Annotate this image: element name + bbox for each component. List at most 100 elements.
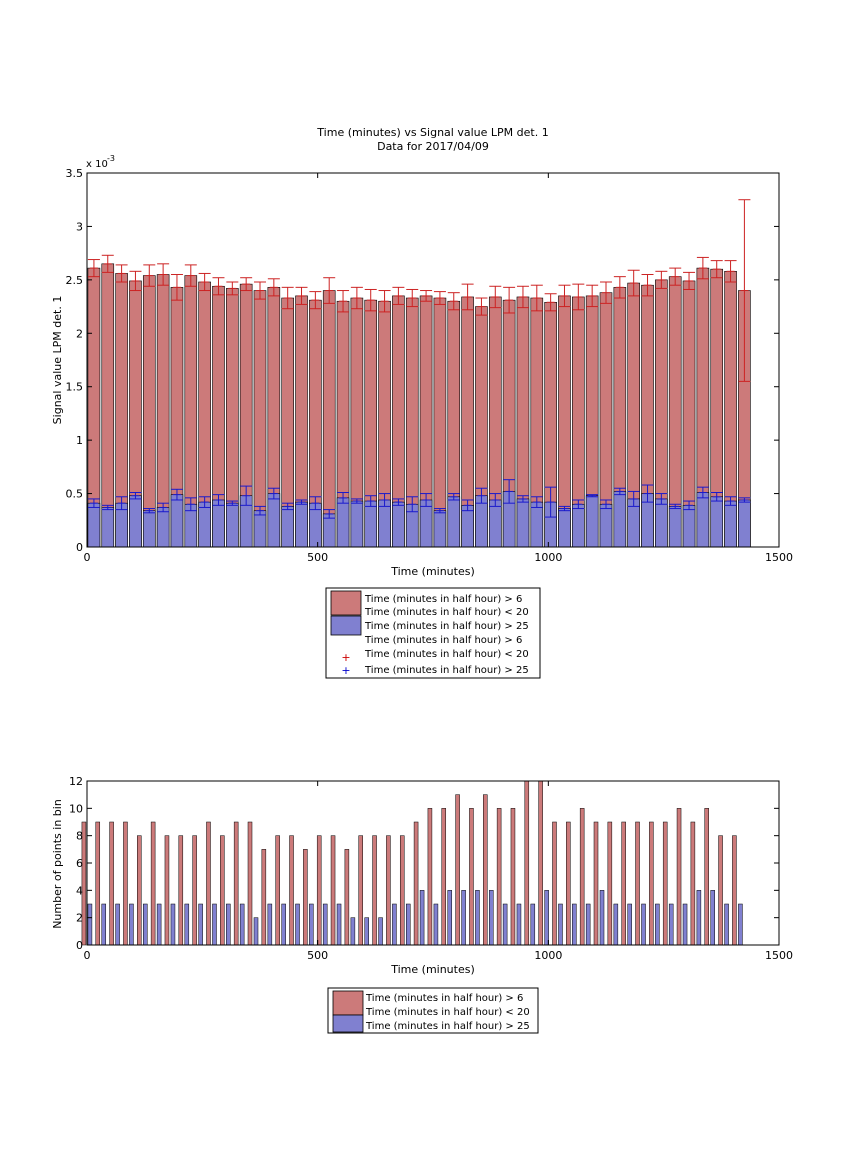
bar-count-blue: [350, 917, 356, 946]
y-tick-label: 2.5: [66, 274, 84, 287]
bar-count-red: [316, 835, 322, 946]
bar-count-blue: [489, 890, 494, 946]
bar-signal-blue: [295, 501, 308, 548]
x-tick-label: 1500: [765, 551, 793, 564]
y-axis-label: Signal value LPM det. 1: [51, 296, 64, 425]
bar-count-blue: [281, 903, 286, 946]
bar-count-red: [607, 821, 613, 946]
bar-count-blue: [170, 903, 176, 946]
legend-swatch-blue: [330, 615, 362, 636]
y-tick-label: 4: [76, 884, 83, 897]
bar-count-red: [718, 835, 723, 946]
bar-signal-blue: [129, 495, 142, 548]
bar-signal-blue: [738, 499, 751, 548]
bar-count-red: [621, 821, 626, 946]
bar-count-blue: [322, 903, 328, 946]
bar-count-blue: [558, 903, 563, 946]
bar-count-blue: [115, 903, 120, 946]
bar-count-blue: [101, 903, 107, 946]
bar-count-blue: [212, 903, 217, 946]
bars-group: [87, 199, 751, 548]
bar-signal-blue: [198, 501, 211, 548]
bar-count-red: [95, 821, 101, 946]
bar-signal-blue: [156, 507, 170, 548]
bar-count-blue: [198, 903, 203, 946]
legend-label: Time (minutes in half hour) < 20: [365, 1007, 530, 1018]
bar-count-red: [206, 821, 211, 946]
legend-swatch-red: [332, 990, 364, 1016]
bar-signal-blue: [364, 500, 378, 548]
bar-signal-blue: [87, 502, 101, 548]
bars-group: [81, 780, 743, 946]
bar-count-red: [137, 835, 142, 946]
bar-signal-blue: [281, 506, 294, 548]
legend-label: Time (minutes in half hour) > 6: [364, 635, 522, 646]
bar-count-red: [247, 821, 253, 946]
bar-count-red: [220, 835, 225, 946]
bar-count-red: [109, 821, 114, 946]
bar-count-blue: [226, 903, 231, 946]
bar-signal-blue: [142, 510, 156, 548]
x-tick-label: 500: [307, 949, 328, 962]
bar-count-blue: [295, 903, 300, 946]
legend-label: Time (minutes in half hour) > 25: [364, 665, 529, 676]
bar-count-blue: [475, 890, 480, 946]
bar-count-blue: [378, 917, 383, 946]
count-chart: Number of points in bin Time (minutes) 0…: [51, 775, 793, 1034]
y-exponent: x 10 -3: [86, 154, 115, 170]
bar-signal-red: [322, 290, 336, 548]
y-tick-label: 2: [76, 912, 83, 925]
legend-label: Time (minutes in half hour) > 25: [365, 1021, 530, 1032]
bar-count-red: [386, 835, 391, 946]
bar-signal-red: [101, 263, 115, 548]
bar-count-red: [427, 808, 433, 946]
bar-signal-blue: [599, 503, 613, 548]
y-tick-label: 3: [76, 220, 83, 233]
x-tick-label: 1000: [534, 949, 562, 962]
bar-count-blue: [336, 903, 342, 946]
bar-count-blue: [267, 903, 273, 946]
bar-count-red: [330, 835, 336, 946]
bar-count-red: [552, 821, 557, 946]
bar-count-blue: [696, 890, 702, 946]
legend-box: [325, 587, 541, 679]
bar-count-blue: [405, 903, 411, 946]
bar-count-blue: [627, 903, 632, 946]
bar-count-red: [649, 821, 654, 946]
bar-count-blue: [710, 890, 715, 946]
bar-count-red: [192, 835, 197, 946]
x-axis-label: Time (minutes): [390, 565, 475, 578]
bar-count-red: [593, 821, 599, 946]
bar-count-red: [538, 780, 543, 946]
x-tick-label: 0: [84, 949, 91, 962]
bar-signal-blue: [253, 510, 267, 548]
chart-subtitle: Data for 2017/04/09: [377, 140, 489, 153]
bar-signal-blue: [710, 496, 724, 548]
bar-signal-blue: [682, 505, 696, 548]
bar-count-red: [483, 794, 488, 946]
bar-signal-blue: [488, 499, 502, 548]
bar-count-red: [413, 821, 419, 946]
bar-count-red: [635, 821, 640, 946]
y-tick-label: 10: [69, 802, 83, 815]
bar-count-blue: [433, 903, 439, 946]
ticks-group: 0 500 1000 1500 0 2 4 6 8 10 12: [69, 775, 793, 962]
legend-swatch-red: [330, 590, 362, 616]
bar-count-blue: [461, 890, 466, 946]
bar-signal-blue: [668, 506, 682, 548]
legend-swatch-blue: [332, 1014, 364, 1033]
bar-count-blue: [364, 917, 369, 946]
ticks-group: 0 500 1000 1500 0 0.5 1 1.5 2 2.5 3 3.5: [66, 167, 794, 564]
bar-count-red: [344, 849, 350, 946]
bar-count-red: [164, 835, 170, 946]
bar-count-blue: [239, 903, 245, 946]
y-tick-label: 3.5: [66, 167, 84, 180]
bar-count-blue: [184, 903, 190, 946]
bar-signal-blue: [170, 494, 184, 548]
bar-signal-blue: [516, 498, 530, 548]
y-tick-label: 12: [69, 775, 83, 788]
bar-signal-blue: [350, 500, 364, 548]
bar-count-blue: [613, 903, 619, 946]
bar-signal-red: [142, 275, 156, 548]
bar-count-blue: [87, 903, 93, 946]
